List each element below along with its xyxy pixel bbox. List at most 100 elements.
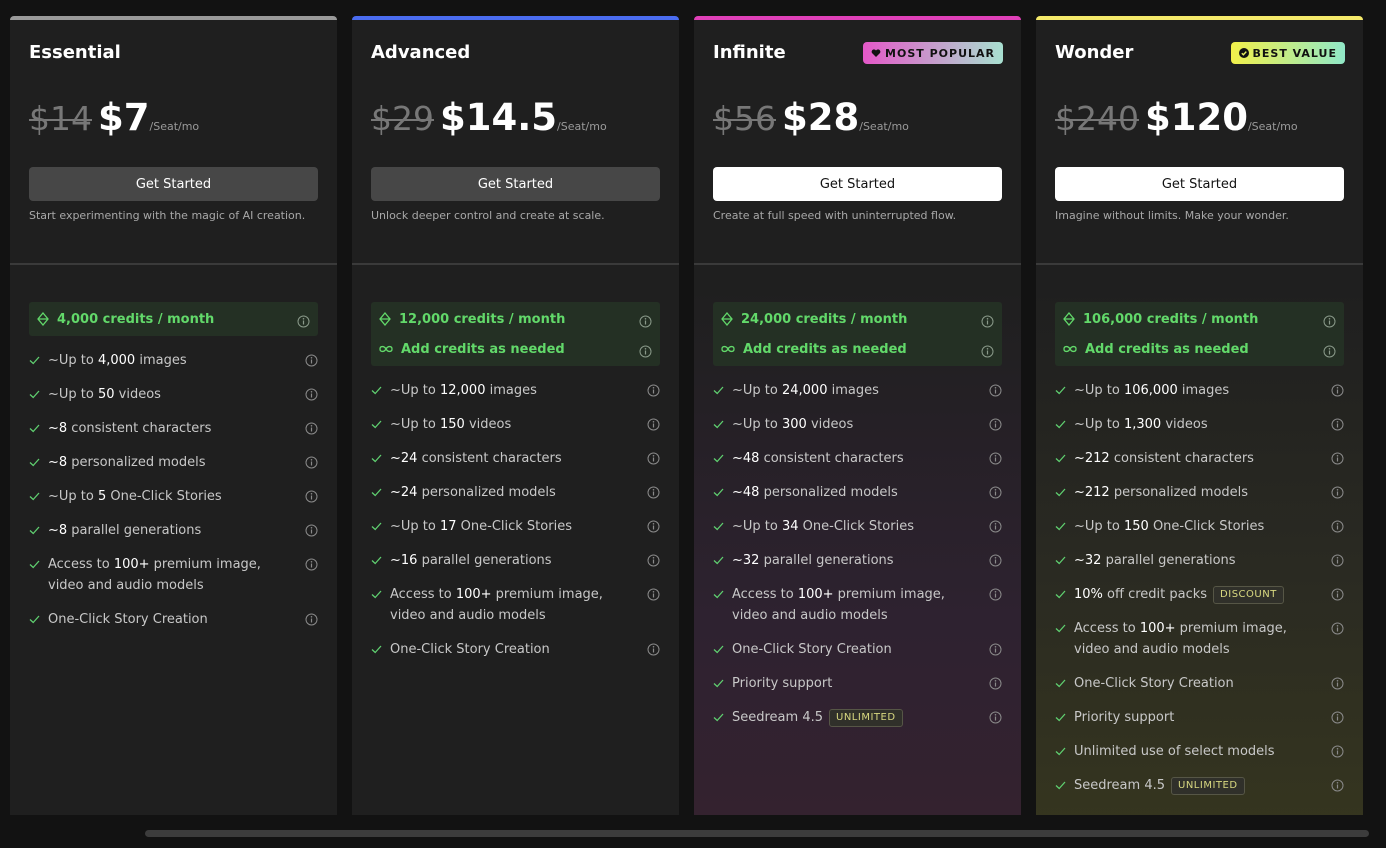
- info-icon[interactable]: [1323, 315, 1336, 328]
- info-icon[interactable]: [647, 520, 660, 533]
- info-icon[interactable]: [1331, 418, 1344, 431]
- feature-text: One-Click Story Creation: [732, 639, 989, 660]
- info-icon[interactable]: [989, 588, 1002, 601]
- info-icon[interactable]: [305, 558, 318, 571]
- info-icon[interactable]: [989, 486, 1002, 499]
- feature-segment: One-Click Stories: [106, 488, 222, 504]
- feature-item: ~Up to 150 One-Click Stories: [1055, 509, 1344, 543]
- get-started-button[interactable]: Get Started: [371, 167, 660, 201]
- info-icon[interactable]: [981, 345, 994, 358]
- plan-name: Infinite: [713, 42, 786, 63]
- feature-item: ~Up to 1,300 videos: [1055, 407, 1344, 441]
- diamond-icon: [379, 312, 391, 326]
- info-icon[interactable]: [989, 418, 1002, 431]
- feature-item: Access to 100+ premium image, video and …: [29, 547, 318, 602]
- feature-segment: videos: [464, 416, 512, 432]
- feature-highlight: 100+: [455, 586, 492, 602]
- feature-segment: images: [827, 382, 879, 398]
- scrollbar[interactable]: [145, 830, 1369, 837]
- info-icon[interactable]: [1323, 345, 1336, 358]
- credit-text: Add credits as needed: [1085, 341, 1249, 357]
- info-icon[interactable]: [1331, 588, 1344, 601]
- credits-box: 106,000 credits / month Add credits as ne…: [1055, 302, 1344, 366]
- info-icon[interactable]: [639, 315, 652, 328]
- info-icon[interactable]: [305, 613, 318, 626]
- info-icon[interactable]: [1331, 622, 1344, 635]
- divider: [10, 263, 337, 265]
- feature-text: Access to 100+ premium image, video and …: [48, 554, 305, 596]
- info-icon[interactable]: [1331, 554, 1344, 567]
- info-icon[interactable]: [989, 711, 1002, 724]
- feature-item: ~24 personalized models: [371, 475, 660, 509]
- check-icon: [1055, 624, 1066, 632]
- info-icon[interactable]: [305, 422, 318, 435]
- info-icon[interactable]: [305, 388, 318, 401]
- info-icon[interactable]: [989, 520, 1002, 533]
- feature-highlight: 100+: [1139, 620, 1176, 636]
- get-started-button[interactable]: Get Started: [1055, 167, 1344, 201]
- get-started-button[interactable]: Get Started: [713, 167, 1002, 201]
- price-unit: /Seat/mo: [149, 120, 200, 133]
- feature-item: One-Click Story Creation: [1055, 666, 1344, 700]
- info-icon[interactable]: [1331, 452, 1344, 465]
- info-icon[interactable]: [989, 554, 1002, 567]
- info-icon[interactable]: [989, 452, 1002, 465]
- info-icon[interactable]: [989, 677, 1002, 690]
- feature-highlight: ~32: [732, 552, 760, 568]
- info-icon[interactable]: [989, 643, 1002, 656]
- info-icon[interactable]: [647, 554, 660, 567]
- feature-segment: premium image, video and audio models: [390, 586, 603, 623]
- info-icon[interactable]: [647, 643, 660, 656]
- feature-item: One-Click Story Creation: [29, 602, 318, 636]
- info-icon[interactable]: [647, 588, 660, 601]
- info-icon[interactable]: [647, 418, 660, 431]
- infinity-icon: [379, 345, 393, 353]
- info-icon[interactable]: [305, 354, 318, 367]
- feature-highlight: ~8: [48, 454, 68, 470]
- info-icon[interactable]: [639, 345, 652, 358]
- feature-segment: consistent characters: [417, 450, 562, 466]
- info-icon[interactable]: [305, 490, 318, 503]
- info-icon[interactable]: [305, 456, 318, 469]
- price-unit: /Seat/mo: [859, 120, 909, 133]
- feature-item: Unlimited use of select models: [1055, 734, 1344, 768]
- feature-segment: Priority support: [732, 675, 833, 691]
- feature-text: Seedream 4.5 UNLIMITED: [732, 707, 989, 728]
- info-icon[interactable]: [647, 452, 660, 465]
- check-badge-icon: [1238, 48, 1249, 58]
- info-icon[interactable]: [1331, 384, 1344, 397]
- get-started-button[interactable]: Get Started: [29, 167, 318, 201]
- plan-description: Start experimenting with the magic of AI…: [29, 209, 306, 222]
- info-icon[interactable]: [989, 384, 1002, 397]
- check-icon: [713, 386, 724, 394]
- check-icon: [371, 488, 382, 496]
- info-icon[interactable]: [1331, 486, 1344, 499]
- price-row: $56 $28/Seat/mo: [713, 96, 909, 139]
- credit-text: 12,000 credits / month: [399, 311, 566, 327]
- check-icon: [713, 590, 724, 598]
- info-icon[interactable]: [647, 486, 660, 499]
- info-icon[interactable]: [297, 315, 310, 328]
- check-icon: [371, 386, 382, 394]
- info-icon[interactable]: [647, 384, 660, 397]
- plan-description: Imagine without limits. Make your wonder…: [1055, 209, 1289, 222]
- feature-text: ~32 parallel generations: [732, 550, 989, 571]
- feature-highlight: 4,000: [97, 352, 136, 368]
- check-icon: [371, 420, 382, 428]
- price-unit: /Seat/mo: [1247, 120, 1298, 133]
- info-icon[interactable]: [1331, 779, 1344, 792]
- info-icon[interactable]: [1331, 745, 1344, 758]
- credit-row: 12,000 credits / month: [371, 304, 660, 334]
- check-icon: [1055, 522, 1066, 530]
- feature-segment: ~Up to: [390, 382, 440, 398]
- price: $7: [98, 96, 150, 139]
- info-icon[interactable]: [305, 524, 318, 537]
- info-icon[interactable]: [981, 315, 994, 328]
- credit-text: 4,000 credits / month: [57, 311, 215, 327]
- info-icon[interactable]: [1331, 677, 1344, 690]
- info-icon[interactable]: [1331, 520, 1344, 533]
- check-icon: [371, 522, 382, 530]
- feature-item: ~Up to 300 videos: [713, 407, 1002, 441]
- feature-item: ~48 personalized models: [713, 475, 1002, 509]
- info-icon[interactable]: [1331, 711, 1344, 724]
